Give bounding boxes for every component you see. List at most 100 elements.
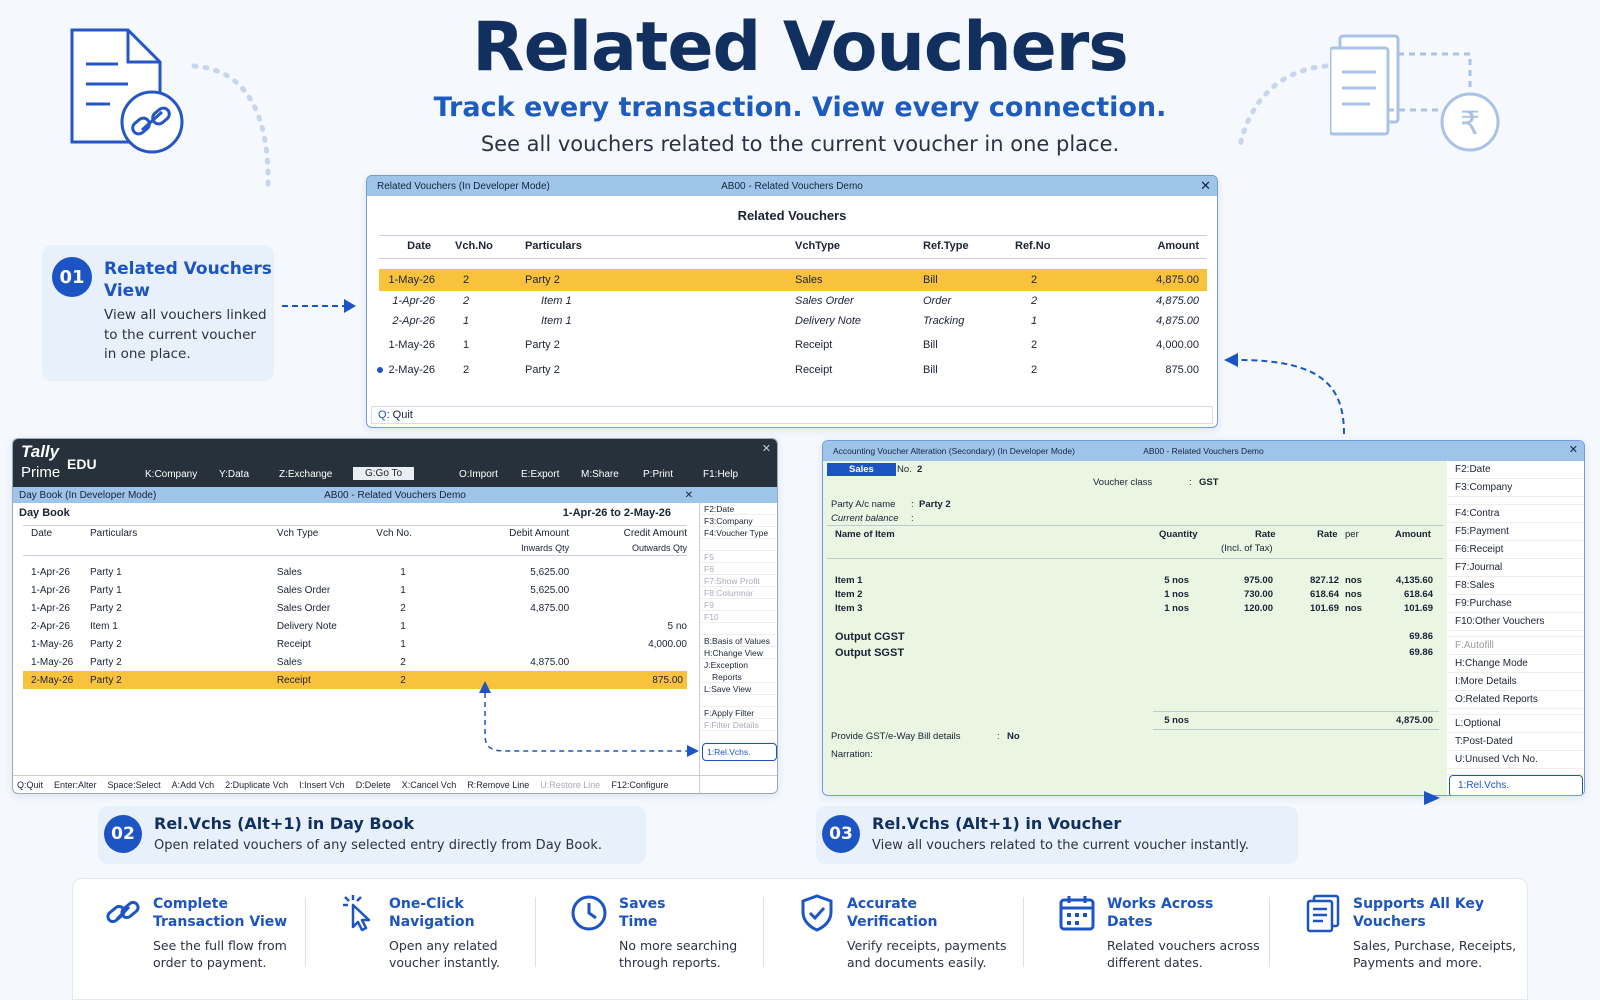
btn-f10[interactable]: F10 [700,611,777,623]
btn-select[interactable]: Space:Select [107,779,161,790]
table-row[interactable]: 2-Apr-26 Item 1 Delivery Note 1 5 no [31,620,687,632]
menu-print[interactable]: P:Print [643,469,674,480]
btn-more-details[interactable]: I:More Details [1447,673,1584,691]
btn-voucher-type[interactable]: F4:Voucher Type [700,527,777,539]
cursor-click-icon [343,895,371,932]
menu-share[interactable]: M:Share [581,469,619,480]
arrow-right-icon [1424,791,1440,805]
item-name[interactable]: Item 1 [835,575,863,586]
btn-f5[interactable]: F5 [700,551,777,563]
close-icon[interactable]: ✕ [761,443,771,455]
callout-text-3: in one place. [104,346,191,362]
item-name[interactable]: Item 2 [835,589,863,600]
callout-number: 03 [822,815,860,853]
btn-remove-line[interactable]: R:Remove Line [467,779,530,790]
btn-purchase[interactable]: F9:Purchase [1447,595,1584,613]
btn-change-mode[interactable]: H:Change Mode [1447,655,1584,673]
btn-other-vouchers[interactable]: F10:Other Vouchers [1447,613,1584,631]
app-menubar: Tally Prime EDU K:Company Y:Data Z:Excha… [13,439,777,487]
close-icon[interactable]: ✕ [1200,178,1211,193]
btn-rel-vchs[interactable]: 1:Rel.Vchs. [702,743,777,761]
btn-change-view[interactable]: H:Change View [700,647,777,659]
table-row-selected[interactable]: 2-May-26 Party 2 Receipt 2 875.00 [23,671,687,689]
btn-quit[interactable]: Q:Quit [17,779,44,790]
table-row[interactable]: 1-Apr-26 Party 1 Sales Order 1 5,625.00 [31,584,570,596]
menu-help[interactable]: F1:Help [703,469,739,480]
callout-03: 03 Rel.Vchs (Alt+1) in Voucher View all … [816,806,1298,864]
table-row[interactable]: 1-May-26 Party 2 Receipt 1 4,000.00 [31,638,687,650]
narration-field[interactable]: Narration: [831,749,873,760]
gst-details-value[interactable]: No [1007,731,1020,742]
btn-save-view[interactable]: L:Save View [700,683,777,695]
table-row[interactable]: 2-Apr-26 1 Item 1 Delivery Note Tracking… [392,314,1199,327]
btn-filter-details[interactable]: F:Filter Details [700,719,777,731]
tally-logo-prime: Prime [21,464,61,481]
btn-autofill[interactable]: F:Autofill [1447,637,1584,655]
btn-configure[interactable]: F12:Configure [611,779,669,790]
btn-unused-vch-no[interactable]: U:Unused Vch No. [1447,751,1584,769]
btn-columnar[interactable]: F8:Columnar [700,587,777,599]
menu-goto[interactable]: G:Go To [353,467,415,480]
menu-data[interactable]: Y:Data [219,469,250,480]
close-icon[interactable]: ✕ [684,489,693,501]
menu-import[interactable]: O:Import [459,469,498,480]
ledger-cgst[interactable]: Output CGST [835,631,905,643]
btn-journal[interactable]: F7:Journal [1447,559,1584,577]
feature-item: Works Across Dates Related vouchers acros… [1057,879,1277,979]
btn-related-reports[interactable]: O:Related Reports [1447,691,1584,709]
callout-number: 01 [52,257,92,297]
company-name: AB00 - Related Vouchers Demo [324,489,466,501]
btn-basis-of-values[interactable]: B:Basis of Values [700,635,777,647]
btn-rel-vchs[interactable]: 1:Rel.Vchs. [1449,775,1583,795]
btn-duplicate-vch[interactable]: 2:Duplicate Vch [225,779,289,790]
btn-date[interactable]: F2:Date [1447,461,1584,479]
ledger-sgst[interactable]: Output SGST [835,647,905,659]
btn-restore-line[interactable]: U:Restore Line [540,779,601,790]
btn-company[interactable]: F3:Company [700,515,777,527]
btn-add-vch[interactable]: A:Add Vch [171,779,215,790]
shield-check-icon [801,894,833,932]
btn-insert-vch[interactable]: I:Insert Vch [299,779,345,790]
btn-receipt[interactable]: F6:Receipt [1447,541,1584,559]
btn-optional[interactable]: L:Optional [1447,715,1584,733]
btn-apply-filter[interactable]: F:Apply Filter [700,707,777,719]
table-row[interactable]: 1-May-26 1 Party 2 Receipt Bill 2 4,000.… [388,338,1199,351]
table-row[interactable]: 1-May-26 Party 2 Sales 2 4,875.00 [31,656,570,668]
table-row[interactable]: 1-Apr-26 2 Item 1 Sales Order Order 2 4,… [392,294,1199,307]
btn-show-profit[interactable]: F7:Show Profit [700,575,777,587]
callout-title-line2: View [104,281,150,301]
btn-date[interactable]: F2:Date [700,503,777,515]
table-row[interactable]: 1-Apr-26 Party 1 Sales 1 5,625.00 [31,566,570,578]
btn-cancel-vch[interactable]: X:Cancel Vch [401,779,457,790]
menu-company[interactable]: K:Company [145,469,198,480]
btn-f6[interactable]: F6 [700,563,777,575]
total-amount: 4,875.00 [1396,715,1433,726]
close-icon[interactable]: ✕ [1568,444,1578,456]
day-book-window: Tally Prime EDU K:Company Y:Data Z:Excha… [12,438,778,794]
quit-button[interactable]: Q: Quit [371,406,1213,424]
arrow-up-left-icon [1224,353,1345,435]
window-title: Accounting Voucher Alteration (Secondary… [833,446,1075,456]
table-row[interactable]: 1-Apr-26 Party 2 Sales Order 2 4,875.00 [31,602,570,614]
day-book-table: Date Particulars Vch Type Vch No. Debit … [23,525,687,689]
btn-contra[interactable]: F4:Contra [1447,505,1584,523]
col-refno: Ref.No [1015,235,1085,259]
btn-payment[interactable]: F5:Payment [1447,523,1584,541]
current-row-dot-icon [377,366,383,373]
btn-company[interactable]: F3:Company [1447,479,1584,497]
item-name[interactable]: Item 3 [835,603,863,614]
btn-delete[interactable]: D:Delete [355,779,391,790]
btn-f9[interactable]: F9 [700,599,777,611]
tally-logo: Tally [21,442,60,461]
btn-post-dated[interactable]: T:Post-Dated [1447,733,1584,751]
btn-exception-reports-line2[interactable]: Reports [700,671,777,683]
related-vouchers-table: Date Vch.No Particulars VchType Ref.Type… [377,235,1207,381]
btn-alter[interactable]: Enter:Alter [54,779,97,790]
btn-sales[interactable]: F8:Sales [1447,577,1584,595]
table-row[interactable]: 2-May-26 2 Party 2 Receipt Bill 2 875.00 [377,359,1207,381]
btn-exception-reports[interactable]: J:Exception [704,660,748,670]
table-row[interactable]: 1-May-26 2 Party 2 Sales Bill 2 4,875.00 [379,268,1207,291]
party-name[interactable]: Party 2 [919,499,951,510]
menu-exchange[interactable]: Z:Exchange [279,469,333,480]
menu-export[interactable]: E:Export [521,469,560,480]
